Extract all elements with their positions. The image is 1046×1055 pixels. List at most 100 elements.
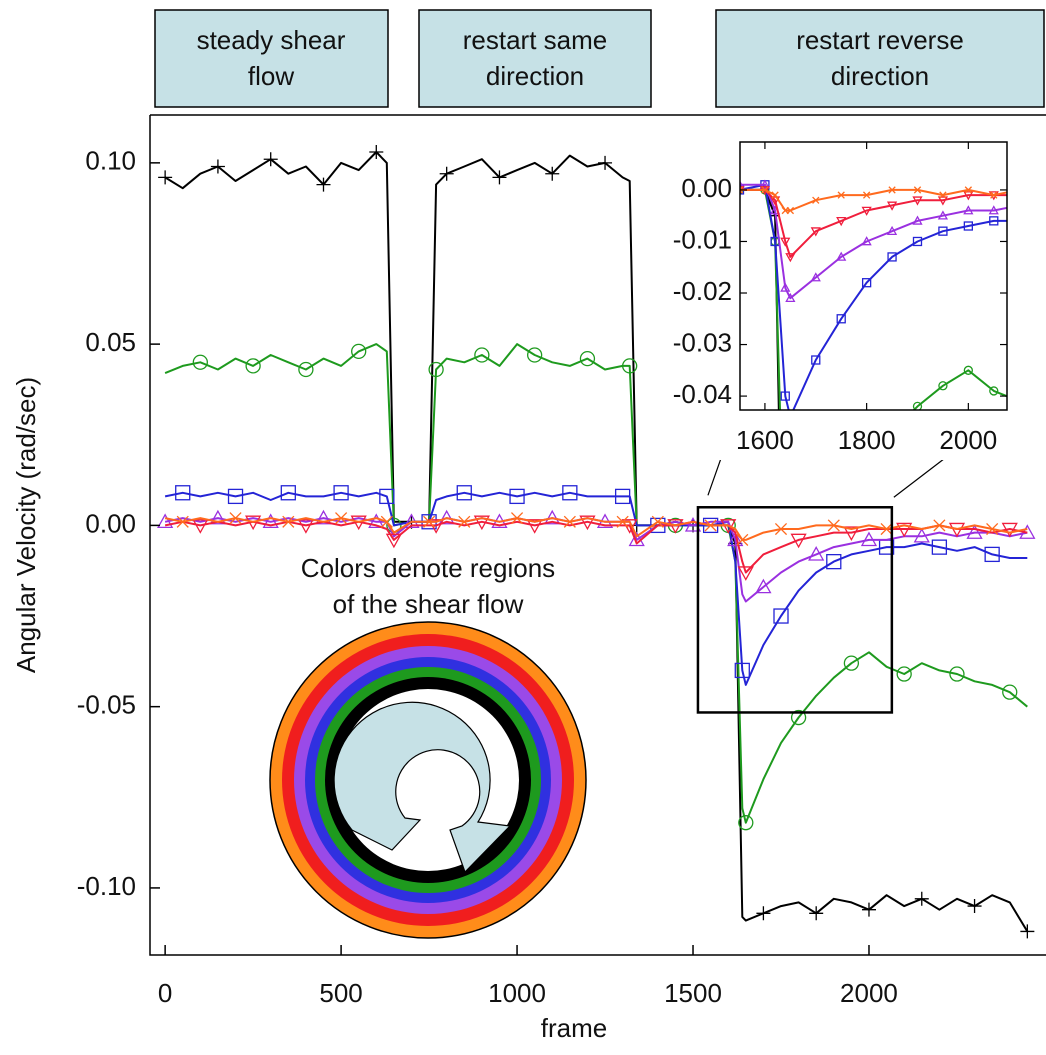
- marker: [1002, 684, 1018, 700]
- marker: [263, 152, 278, 167]
- marker: [785, 292, 796, 303]
- marker: [737, 566, 754, 581]
- marker: [727, 531, 744, 547]
- marker: [888, 186, 896, 194]
- marker: [860, 531, 878, 547]
- phase-label: direction: [486, 61, 584, 91]
- marker: [780, 237, 791, 247]
- marker: [785, 253, 796, 263]
- series-line: [164, 343, 1028, 824]
- marker: [990, 191, 998, 199]
- marker: [192, 354, 208, 370]
- marker: [773, 608, 789, 624]
- marker: [774, 522, 788, 536]
- marker: [473, 515, 490, 531]
- marker: [380, 515, 393, 528]
- marker: [282, 515, 295, 528]
- marker: [912, 401, 923, 410]
- marker: [176, 515, 189, 528]
- marker: [245, 358, 261, 374]
- phase-box: [154, 9, 389, 108]
- marker: [563, 515, 576, 528]
- marker: [667, 519, 684, 534]
- x-tick-label: 1500: [664, 978, 722, 1008]
- marker: [912, 196, 923, 206]
- marker: [786, 206, 795, 215]
- series-line: [740, 183, 1007, 300]
- inset-y-tick-label: -0.03: [673, 327, 732, 357]
- marker: [438, 509, 455, 525]
- marker: [684, 517, 702, 532]
- marker: [886, 225, 898, 236]
- marker: [964, 186, 973, 194]
- marker: [579, 515, 596, 531]
- marker: [812, 196, 820, 204]
- marker: [843, 655, 860, 671]
- marker: [912, 215, 923, 225]
- marker: [423, 515, 436, 528]
- phase-label: direction: [831, 61, 929, 91]
- inset-frame: [739, 141, 1008, 411]
- marker: [315, 509, 332, 525]
- marker: [933, 519, 946, 532]
- marker: [229, 512, 242, 525]
- marker: [316, 177, 331, 192]
- marker: [780, 282, 791, 292]
- x-axis-label: frame: [541, 1013, 607, 1043]
- marker: [651, 515, 664, 528]
- marker: [986, 522, 999, 536]
- marker: [351, 343, 367, 360]
- marker: [809, 906, 824, 921]
- marker: [544, 509, 561, 525]
- marker: [428, 361, 444, 378]
- marker: [862, 191, 871, 199]
- marker: [912, 236, 923, 247]
- marker: [810, 227, 821, 237]
- zoom-box: [696, 506, 894, 714]
- marker: [704, 519, 717, 532]
- marker: [913, 527, 930, 543]
- marker: [157, 513, 174, 529]
- marker: [369, 144, 384, 159]
- marker: [931, 539, 948, 555]
- y-tick-label: 0.05: [85, 327, 136, 357]
- marker: [614, 488, 631, 505]
- marker: [966, 524, 983, 539]
- marker: [598, 155, 613, 170]
- marker: [456, 485, 472, 501]
- series-line: [164, 517, 1028, 541]
- marker: [939, 191, 947, 199]
- marker: [861, 902, 876, 917]
- marker: [761, 186, 769, 194]
- phase-label: steady shear: [197, 25, 346, 55]
- inset-x-tick-label: 2000: [939, 425, 997, 455]
- phase-label: flow: [248, 61, 294, 91]
- marker: [1001, 522, 1018, 538]
- marker: [810, 272, 821, 282]
- phase-box: [418, 9, 652, 108]
- marker: [175, 485, 191, 501]
- marker: [836, 217, 847, 227]
- marker: [861, 236, 872, 246]
- marker: [492, 170, 507, 185]
- phase-boxes: steady shear flow restart same direction…: [154, 9, 1045, 108]
- series-line: [740, 183, 1007, 410]
- marker: [937, 196, 949, 206]
- x-tick-label: 2000: [840, 978, 898, 1008]
- marker: [836, 251, 847, 261]
- marker: [740, 186, 744, 194]
- inset-y-tick-label: 0.00: [681, 173, 732, 203]
- marker: [736, 533, 749, 546]
- marker: [1020, 924, 1035, 939]
- marker: [616, 515, 629, 528]
- marker: [861, 278, 872, 288]
- region-diagram: [269, 621, 587, 939]
- marker: [280, 485, 296, 501]
- marker: [771, 191, 779, 199]
- marker: [385, 533, 402, 549]
- marker: [379, 488, 395, 505]
- phase-label: restart reverse: [796, 25, 964, 55]
- marker: [963, 205, 974, 215]
- marker: [509, 488, 525, 505]
- marker: [949, 666, 965, 682]
